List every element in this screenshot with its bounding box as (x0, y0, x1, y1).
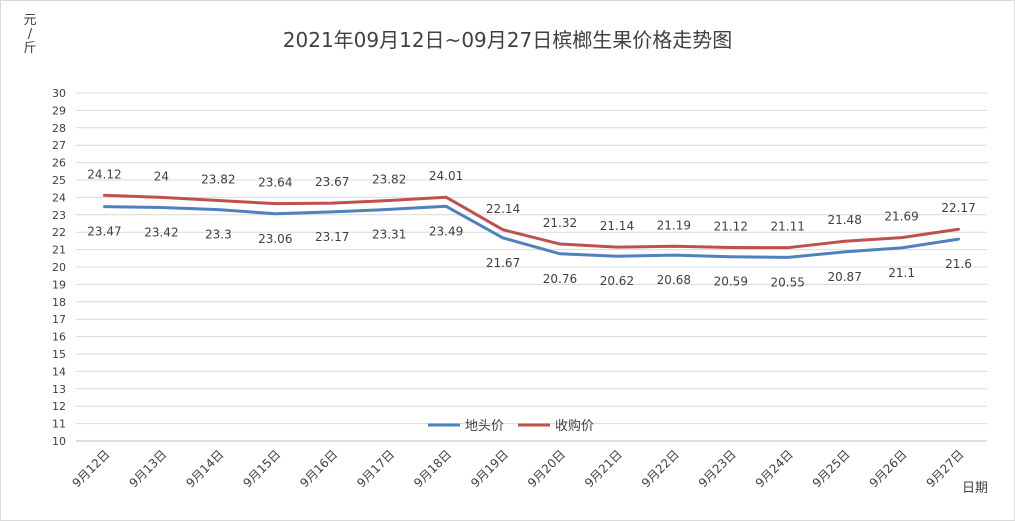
data-label: 21.19 (657, 218, 691, 232)
x-tick-label: 9月12日 (70, 447, 113, 490)
y-tick-label: 25 (52, 174, 66, 187)
data-label: 20.87 (827, 270, 861, 284)
data-label: 23.06 (258, 232, 292, 246)
data-label: 24.12 (87, 167, 121, 181)
data-label: 20.55 (771, 275, 805, 289)
y-tick-label: 15 (52, 348, 66, 361)
data-label: 20.59 (714, 275, 748, 289)
x-tick-label: 9月23日 (696, 447, 739, 490)
data-label: 22.14 (486, 202, 520, 216)
data-label: 20.62 (600, 274, 634, 288)
x-tick-label: 9月24日 (753, 447, 796, 490)
x-tick-label: 9月19日 (468, 447, 511, 490)
data-label: 23.67 (315, 175, 349, 189)
data-label: 21.11 (771, 220, 805, 234)
y-tick-label: 26 (52, 157, 66, 170)
data-label: 21.6 (945, 257, 972, 271)
y-tick-label: 29 (52, 104, 66, 117)
data-label: 23.82 (201, 173, 235, 187)
y-tick-label: 23 (52, 209, 66, 222)
series-line-1 (102, 204, 961, 259)
data-label: 23.17 (315, 230, 349, 244)
y-tick-label: 19 (52, 278, 66, 291)
data-label: 21.67 (486, 256, 520, 270)
data-label: 22.17 (941, 201, 975, 215)
x-axis-label: 日期 (962, 481, 989, 496)
data-label: 21.69 (884, 210, 918, 224)
y-tick-label: 22 (52, 226, 66, 239)
y-axis-label-char: 元 (23, 13, 37, 28)
data-label: 23.47 (87, 225, 121, 239)
y-axis-label: 元 / 斤 (22, 14, 38, 56)
data-label: 21.48 (827, 213, 861, 227)
data-label: 20.76 (543, 272, 577, 286)
data-label: 23.31 (372, 227, 406, 241)
legend-label: 地头价 (465, 419, 504, 434)
y-tick-label: 12 (52, 400, 66, 413)
data-label: 21.1 (888, 266, 915, 280)
legend-label: 收购价 (555, 418, 594, 434)
y-tick-label: 11 (52, 418, 66, 431)
x-tick-label: 9月16日 (297, 447, 340, 490)
chart-title: 2021年09月12日~09月27日槟榔生果价格走势图 (282, 28, 733, 52)
data-label: 24.01 (429, 169, 463, 183)
x-tick-label: 9月26日 (867, 447, 910, 490)
y-tick-label: 20 (52, 261, 66, 274)
y-axis-label-char: / (27, 27, 33, 42)
x-tick-label: 9月21日 (582, 447, 625, 490)
x-tick-label: 9月22日 (639, 447, 682, 490)
y-tick-label: 24 (52, 191, 66, 204)
y-tick-label: 17 (52, 313, 66, 326)
data-label: 23.49 (429, 224, 463, 238)
x-tick-label: 9月20日 (525, 447, 568, 490)
data-label: 20.68 (657, 273, 691, 287)
data-label: 21.14 (600, 219, 634, 233)
y-tick-label: 18 (52, 296, 66, 309)
data-label: 21.32 (543, 216, 577, 230)
y-tick-label: 21 (52, 244, 66, 257)
y-tick-label: 27 (52, 139, 66, 152)
y-tick-label: 28 (52, 122, 66, 135)
data-label: 24 (154, 169, 169, 183)
data-label: 23.3 (205, 228, 232, 242)
x-tick-label: 9月25日 (810, 447, 853, 490)
x-tick-label: 9月14日 (183, 447, 226, 490)
x-tick-label: 9月27日 (924, 447, 967, 490)
x-tick-label: 9月13日 (126, 447, 169, 490)
data-label: 21.12 (714, 220, 748, 234)
y-tick-label: 30 (52, 87, 66, 100)
data-label: 23.42 (144, 225, 178, 239)
y-axis-label-char: 斤 (23, 41, 37, 56)
y-tick-label: 14 (52, 365, 66, 378)
y-tick-label: 16 (52, 331, 66, 344)
data-label: 23.82 (372, 173, 406, 187)
y-tick-label: 10 (52, 435, 66, 448)
x-tick-label: 9月15日 (240, 447, 283, 490)
y-tick-label: 13 (52, 383, 66, 396)
x-tick-label: 9月17日 (354, 447, 397, 490)
x-tick-label: 9月18日 (411, 447, 454, 490)
data-label: 23.64 (258, 176, 292, 190)
series-line-2 (102, 193, 961, 250)
